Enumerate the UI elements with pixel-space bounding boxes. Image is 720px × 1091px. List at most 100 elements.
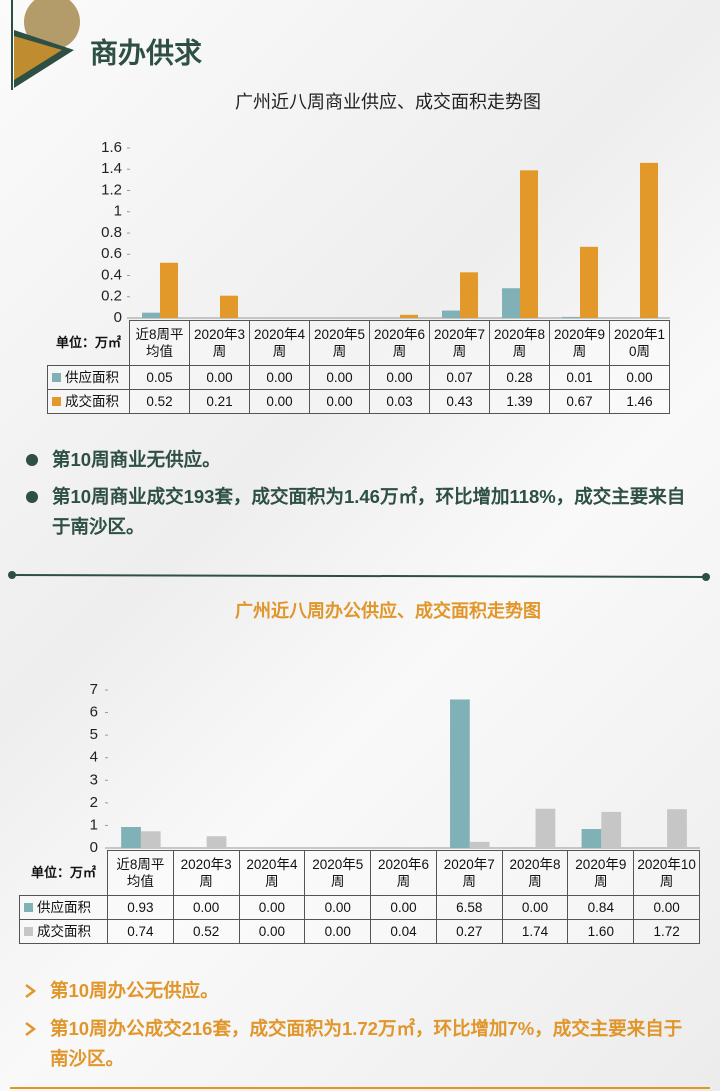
category-cell: 2020年10周 <box>633 850 700 896</box>
value-cell: 0.05 <box>129 365 190 390</box>
bullet-arrow <box>25 1022 37 1036</box>
category-cell: 2020年6周 <box>369 320 430 366</box>
bar <box>142 312 160 318</box>
bullet-dot <box>26 454 38 466</box>
category-cell: 近8周平均值 <box>107 850 174 896</box>
header-title: 商办供求 <box>90 37 202 68</box>
bullet-text: 第10周商业无供应。 <box>52 449 221 470</box>
bar <box>450 699 470 848</box>
chart-title: 广州近八周商业供应、成交面积走势图 <box>235 92 541 112</box>
category-cell: 2020年8周 <box>489 320 550 366</box>
y-tick-label: 0 <box>114 309 122 326</box>
y-tick-label: 0.8 <box>101 224 122 241</box>
legend-label: 供应面积 <box>65 370 119 385</box>
y-tick-label: 0 <box>90 839 98 856</box>
value-cell: 0.52 <box>129 389 190 414</box>
legend-entry: 供应面积 <box>19 895 108 920</box>
y-tick-label: 1.2 <box>101 181 122 198</box>
bar <box>121 827 141 848</box>
value-cell: 0.00 <box>370 895 437 920</box>
bar <box>404 847 424 848</box>
y-tick-label: 6 <box>90 704 98 721</box>
value-cell: 0.03 <box>369 389 430 414</box>
y-tick-label: 0.4 <box>101 266 122 283</box>
value-cell: 0.00 <box>309 389 370 414</box>
bar <box>581 829 602 848</box>
value-cell: 0.00 <box>304 895 372 920</box>
category-cell: 近8周平均值 <box>129 320 190 366</box>
y-tick-label: 3 <box>90 771 98 788</box>
value-cell: 0.00 <box>249 365 310 390</box>
header-triangle-inner <box>14 36 62 80</box>
category-cell: 2020年5周 <box>304 850 372 896</box>
bar <box>460 272 478 318</box>
value-cell: 0.00 <box>309 365 370 390</box>
category-cell: 2020年5周 <box>309 320 370 366</box>
value-cell: 0.00 <box>369 365 430 390</box>
legend-swatch <box>52 373 61 382</box>
bar <box>502 288 520 318</box>
value-cell: 0.28 <box>489 365 550 390</box>
value-cell: 0.00 <box>633 895 700 920</box>
bar <box>562 316 580 318</box>
divider-dot <box>8 571 16 579</box>
value-cell: 0.00 <box>238 895 306 920</box>
legend-entry: 供应面积 <box>47 365 130 390</box>
header-circle <box>24 0 80 50</box>
category-cell: 2020年3周 <box>172 850 240 896</box>
category-cell: 2020年7周 <box>435 850 503 896</box>
divider-dot <box>702 573 710 581</box>
bar <box>140 831 161 848</box>
value-cell: 0.00 <box>501 895 569 920</box>
category-cell: 2020年3周 <box>189 320 250 366</box>
bullet-text: 第10周办公成交216套，成交面积为1.72万㎡，环比增加7%，成交主要来自于南… <box>50 1018 683 1069</box>
bar <box>442 310 460 318</box>
y-tick-label: 5 <box>90 726 98 743</box>
bar <box>601 811 622 848</box>
category-cell: 2020年9周 <box>549 320 610 366</box>
bar <box>580 246 598 318</box>
value-cell: 0.27 <box>435 919 503 944</box>
value-cell: 0.84 <box>567 895 635 920</box>
value-cell: 1.46 <box>609 389 670 414</box>
category-cell: 2020年9周 <box>567 850 635 896</box>
category-cell: 2020年4周 <box>238 850 306 896</box>
y-tick-label: 4 <box>90 749 98 766</box>
bar <box>640 162 658 318</box>
bullet-arrow <box>25 984 37 998</box>
y-tick-label: 0.6 <box>101 245 122 262</box>
category-cell: 2020年8周 <box>501 850 569 896</box>
y-tick-label: 1.6 <box>101 139 122 156</box>
y-tick-label: 1 <box>114 203 122 220</box>
legend-entry: 成交面积 <box>19 919 108 944</box>
legend-label: 供应面积 <box>37 900 91 915</box>
legend-entry: 成交面积 <box>47 389 130 414</box>
value-cell: 1.39 <box>489 389 550 414</box>
value-cell: 0.00 <box>172 895 240 920</box>
value-cell: 1.72 <box>633 919 700 944</box>
category-cell: 2020年10周 <box>609 320 670 366</box>
bar <box>535 808 556 848</box>
value-cell: 0.52 <box>172 919 240 944</box>
value-cell: 0.67 <box>549 389 610 414</box>
value-cell: 0.01 <box>549 365 610 390</box>
value-cell: 6.58 <box>435 895 503 920</box>
category-cell: 2020年7周 <box>429 320 490 366</box>
bullet-text: 第10周办公无供应。 <box>50 980 219 1001</box>
legend-swatch <box>24 927 33 936</box>
category-cell: 2020年6周 <box>370 850 437 896</box>
chart-title: 广州近八周办公供应、成交面积走势图 <box>235 600 541 621</box>
value-cell: 0.74 <box>107 919 174 944</box>
value-cell: 0.00 <box>304 919 372 944</box>
value-cell: 1.74 <box>501 919 569 944</box>
unit-label: 单位：万㎡ <box>55 335 121 350</box>
y-tick-label: 1 <box>90 816 98 833</box>
value-cell: 0.00 <box>609 365 670 390</box>
value-cell: 0.00 <box>189 365 250 390</box>
legend-swatch <box>24 903 33 912</box>
value-cell: 0.00 <box>238 919 306 944</box>
value-cell: 0.43 <box>429 389 490 414</box>
bar <box>469 841 490 848</box>
